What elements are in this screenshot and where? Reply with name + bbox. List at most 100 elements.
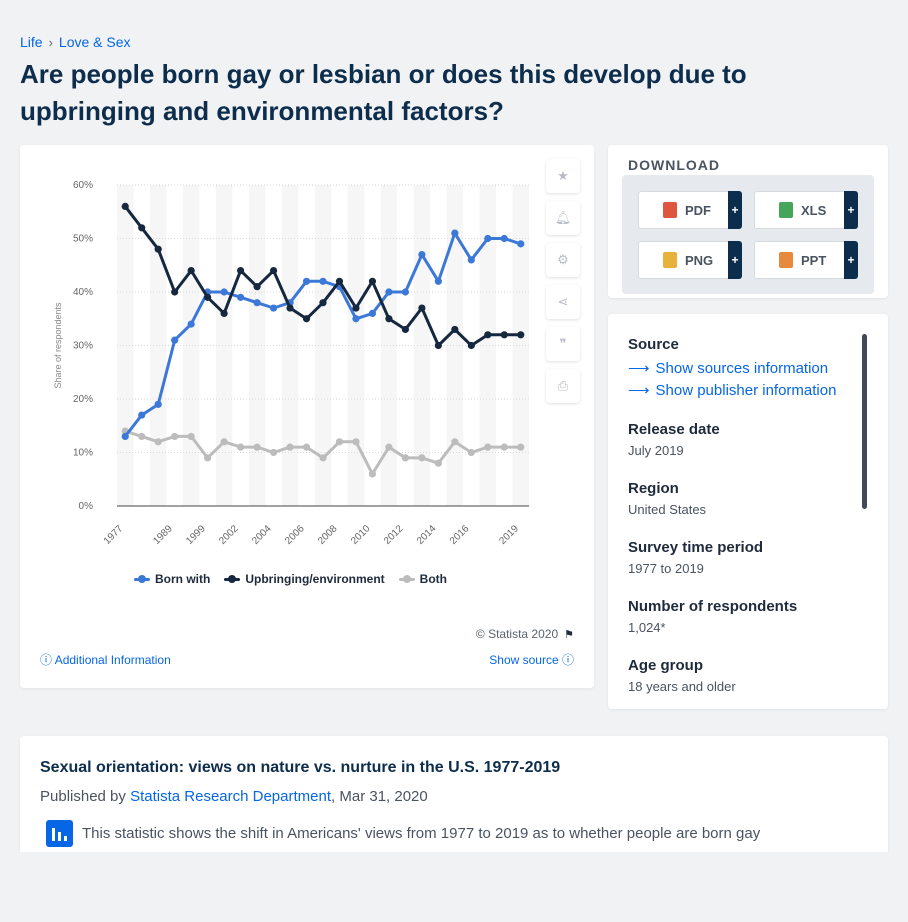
data-point-2 — [138, 432, 146, 441]
data-point-2 — [335, 438, 344, 446]
download-xls-label: XLS — [801, 202, 827, 218]
show-publisher-link[interactable]: ⟶ Show publisher information — [628, 381, 858, 400]
download-png-label: PNG — [685, 252, 714, 268]
source-heading: Source — [628, 336, 679, 353]
data-point-0 — [269, 304, 278, 312]
data-point-1 — [467, 341, 475, 350]
data-point-1 — [500, 331, 508, 339]
data-point-1 — [204, 293, 212, 301]
data-point-1 — [302, 315, 311, 323]
data-point-0 — [154, 400, 162, 408]
footer-band — [0, 852, 908, 922]
data-point-2 — [171, 432, 179, 441]
data-point-2 — [253, 443, 261, 451]
data-point-2 — [187, 432, 195, 441]
data-point-2 — [418, 454, 426, 462]
print-button[interactable]: ⎙ — [546, 369, 580, 403]
data-point-2 — [220, 438, 228, 446]
data-point-1 — [121, 202, 129, 210]
data-point-1 — [220, 309, 228, 317]
data-point-1 — [451, 325, 459, 334]
data-point-2 — [154, 438, 162, 446]
data-point-0 — [484, 234, 492, 243]
y-tick-label: 10% — [73, 448, 93, 459]
breadcrumb-life[interactable]: Life — [20, 34, 43, 50]
data-point-2 — [286, 443, 294, 451]
show-source-link[interactable]: Show source ⓘ — [489, 651, 574, 668]
flag-icon[interactable]: ⚑ — [564, 628, 574, 641]
data-point-1 — [434, 341, 442, 350]
xls-file-icon — [779, 202, 793, 218]
data-point-0 — [302, 277, 311, 285]
download-ppt-button[interactable]: PPT + — [754, 241, 858, 279]
data-point-0 — [385, 288, 393, 296]
statistic-description: This statistic shows the shift in Americ… — [82, 825, 761, 842]
y-tick-label: 20% — [73, 394, 93, 405]
legend-item-born-with[interactable]: Born with — [134, 572, 210, 586]
download-title: DOWNLOAD — [628, 157, 720, 173]
publish-date: , Mar 31, 2020 — [331, 788, 428, 805]
data-point-2 — [467, 448, 475, 457]
legend-item-upbringing[interactable]: Upbringing/environment — [224, 572, 385, 586]
data-point-2 — [269, 448, 278, 457]
survey-section: Survey time period 1977 to 2019 — [628, 539, 858, 576]
cite-button[interactable]: ❞ — [546, 327, 580, 361]
published-by: Published by Statista Research Departmen… — [40, 788, 428, 805]
show-publisher-label: Show publisher information — [655, 381, 837, 399]
png-file-icon — [663, 252, 677, 268]
data-point-0 — [171, 336, 179, 344]
data-point-0 — [401, 288, 409, 296]
favorite-button[interactable]: ★ — [546, 159, 580, 193]
chart-band — [380, 185, 398, 506]
survey-value: 1977 to 2019 — [628, 561, 704, 576]
arrow-right-icon: ⟶ — [628, 360, 650, 377]
data-point-1 — [138, 224, 146, 232]
x-tick-label: 2002 — [217, 523, 241, 547]
download-ppt-label: PPT — [801, 252, 827, 268]
additional-information-link[interactable]: ⓘ Additional Information — [40, 651, 171, 668]
chart-toolbar: ★ 🔔︎ ⚙ ⋖ ❞ ⎙ — [546, 159, 580, 403]
download-png-button[interactable]: PNG + — [638, 241, 742, 279]
data-point-0 — [368, 309, 377, 317]
data-point-0 — [352, 315, 360, 323]
info-icon: ⓘ — [558, 653, 574, 667]
chart-band — [479, 185, 497, 506]
metadata-scrollbar[interactable] — [862, 334, 867, 509]
respondents-section: Number of respondents 1,024* — [628, 598, 858, 635]
publisher-link[interactable]: Statista Research Department — [130, 788, 332, 805]
printer-icon: ⎙ — [557, 378, 569, 393]
breadcrumb-love-sex[interactable]: Love & Sex — [58, 34, 131, 50]
data-point-1 — [385, 315, 393, 323]
share-button[interactable]: ⋖ — [546, 285, 580, 319]
source-section: Source ⟶ Show sources information ⟶ Show p… — [628, 336, 858, 399]
settings-button[interactable]: ⚙ — [546, 243, 580, 277]
release-section: Release date July 2019 — [628, 421, 858, 458]
show-sources-link[interactable]: ⟶ Show sources information — [628, 359, 858, 378]
data-point-1 — [484, 331, 492, 339]
download-pdf-button[interactable]: PDF + — [638, 191, 742, 229]
download-xls-button[interactable]: XLS + — [754, 191, 858, 229]
alert-button[interactable]: 🔔︎ — [546, 201, 580, 235]
data-point-1 — [286, 304, 294, 312]
chart-band — [149, 185, 167, 506]
data-point-0 — [451, 229, 459, 237]
data-point-2 — [385, 443, 393, 451]
region-section: Region United States — [628, 480, 858, 517]
share-icon: ⋖ — [557, 294, 569, 309]
data-point-0 — [187, 320, 195, 328]
y-tick-label: 0% — [79, 501, 94, 512]
legend-item-both[interactable]: Both — [398, 572, 447, 586]
show-source-label: Show source — [489, 653, 559, 667]
legend-swatch-born-with — [134, 574, 150, 583]
data-point-1 — [237, 267, 245, 275]
y-tick-label: 60% — [73, 180, 93, 191]
chart-card: 0% 10% 20% 30% 40% 50% 60% 1977 1989 1999 2002 2004… — [20, 145, 594, 688]
x-tick-label: 2010 — [349, 523, 373, 547]
arrow-right-icon: ⟶ — [628, 382, 650, 399]
data-point-2 — [204, 454, 212, 462]
chart-band — [314, 185, 332, 506]
x-tick-label: 2019 — [497, 523, 521, 547]
star-icon: ★ — [557, 168, 569, 183]
gear-icon: ⚙ — [557, 252, 569, 267]
x-tick-label: 1989 — [151, 523, 175, 547]
